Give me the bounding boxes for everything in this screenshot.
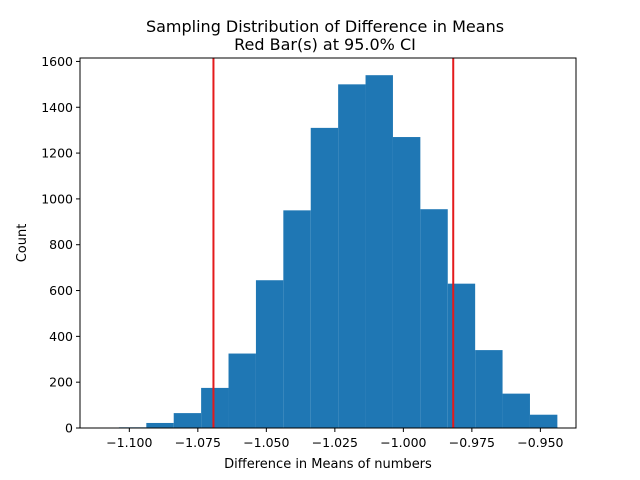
histogram-bar-9 xyxy=(365,75,393,428)
x-tick-label-6: −0.950 xyxy=(517,435,563,450)
y-tick-label-0: 0 xyxy=(65,421,73,436)
y-tick-label-4: 800 xyxy=(49,237,73,252)
chart-title: Sampling Distribution of Difference in M… xyxy=(146,17,504,36)
x-tick-label-5: −0.975 xyxy=(449,435,495,450)
histogram-bar-6 xyxy=(283,210,311,428)
y-tick-label-2: 400 xyxy=(49,329,73,344)
x-tick-label-2: −1.050 xyxy=(243,435,289,450)
x-tick-label-0: −1.100 xyxy=(106,435,152,450)
histogram-bar-3 xyxy=(201,387,229,428)
histogram-bar-5 xyxy=(255,280,284,428)
y-tick-label-5: 1000 xyxy=(41,191,73,206)
histogram-bar-13 xyxy=(475,350,503,428)
chart-subtitle: Red Bar(s) at 95.0% CI xyxy=(234,35,416,54)
histogram-bar-8 xyxy=(338,84,366,429)
histogram-bar-17 xyxy=(529,426,558,428)
x-tick-label-4: −1.000 xyxy=(380,435,426,450)
histogram-bar-15 xyxy=(529,414,558,428)
y-tick-label-6: 1200 xyxy=(41,146,73,161)
histogram-bar-11 xyxy=(420,209,448,428)
histogram-bar-1 xyxy=(146,422,174,428)
y-tick-label-8: 1600 xyxy=(41,54,73,69)
histogram-bar-7 xyxy=(310,127,339,428)
histogram-bar-12 xyxy=(447,283,476,428)
histogram-bar-2 xyxy=(173,413,202,428)
ci-lines xyxy=(212,58,455,428)
x-axis-label: Difference in Means of numbers xyxy=(224,457,432,472)
histogram-bars xyxy=(118,75,558,429)
plot-frame xyxy=(79,57,577,429)
x-tick-label-3: −1.025 xyxy=(312,435,358,450)
y-tick-label-1: 200 xyxy=(49,375,73,390)
y-axis-label: Count xyxy=(15,224,30,263)
histogram-bar-4 xyxy=(228,353,256,428)
y-tick-label-3: 600 xyxy=(49,283,73,298)
histogram-bar-10 xyxy=(392,137,421,428)
y-axis: 0 200 400 600 800 1000 1200 1400 1600 xyxy=(41,54,80,436)
x-tick-label-1: −1.075 xyxy=(175,435,221,450)
histogram-bar-14 xyxy=(502,393,530,428)
y-tick-label-7: 1400 xyxy=(41,100,73,115)
x-axis: −1.100 −1.075 −1.050 −1.025 −1.000 −0.975 −0.9… xyxy=(106,428,564,450)
